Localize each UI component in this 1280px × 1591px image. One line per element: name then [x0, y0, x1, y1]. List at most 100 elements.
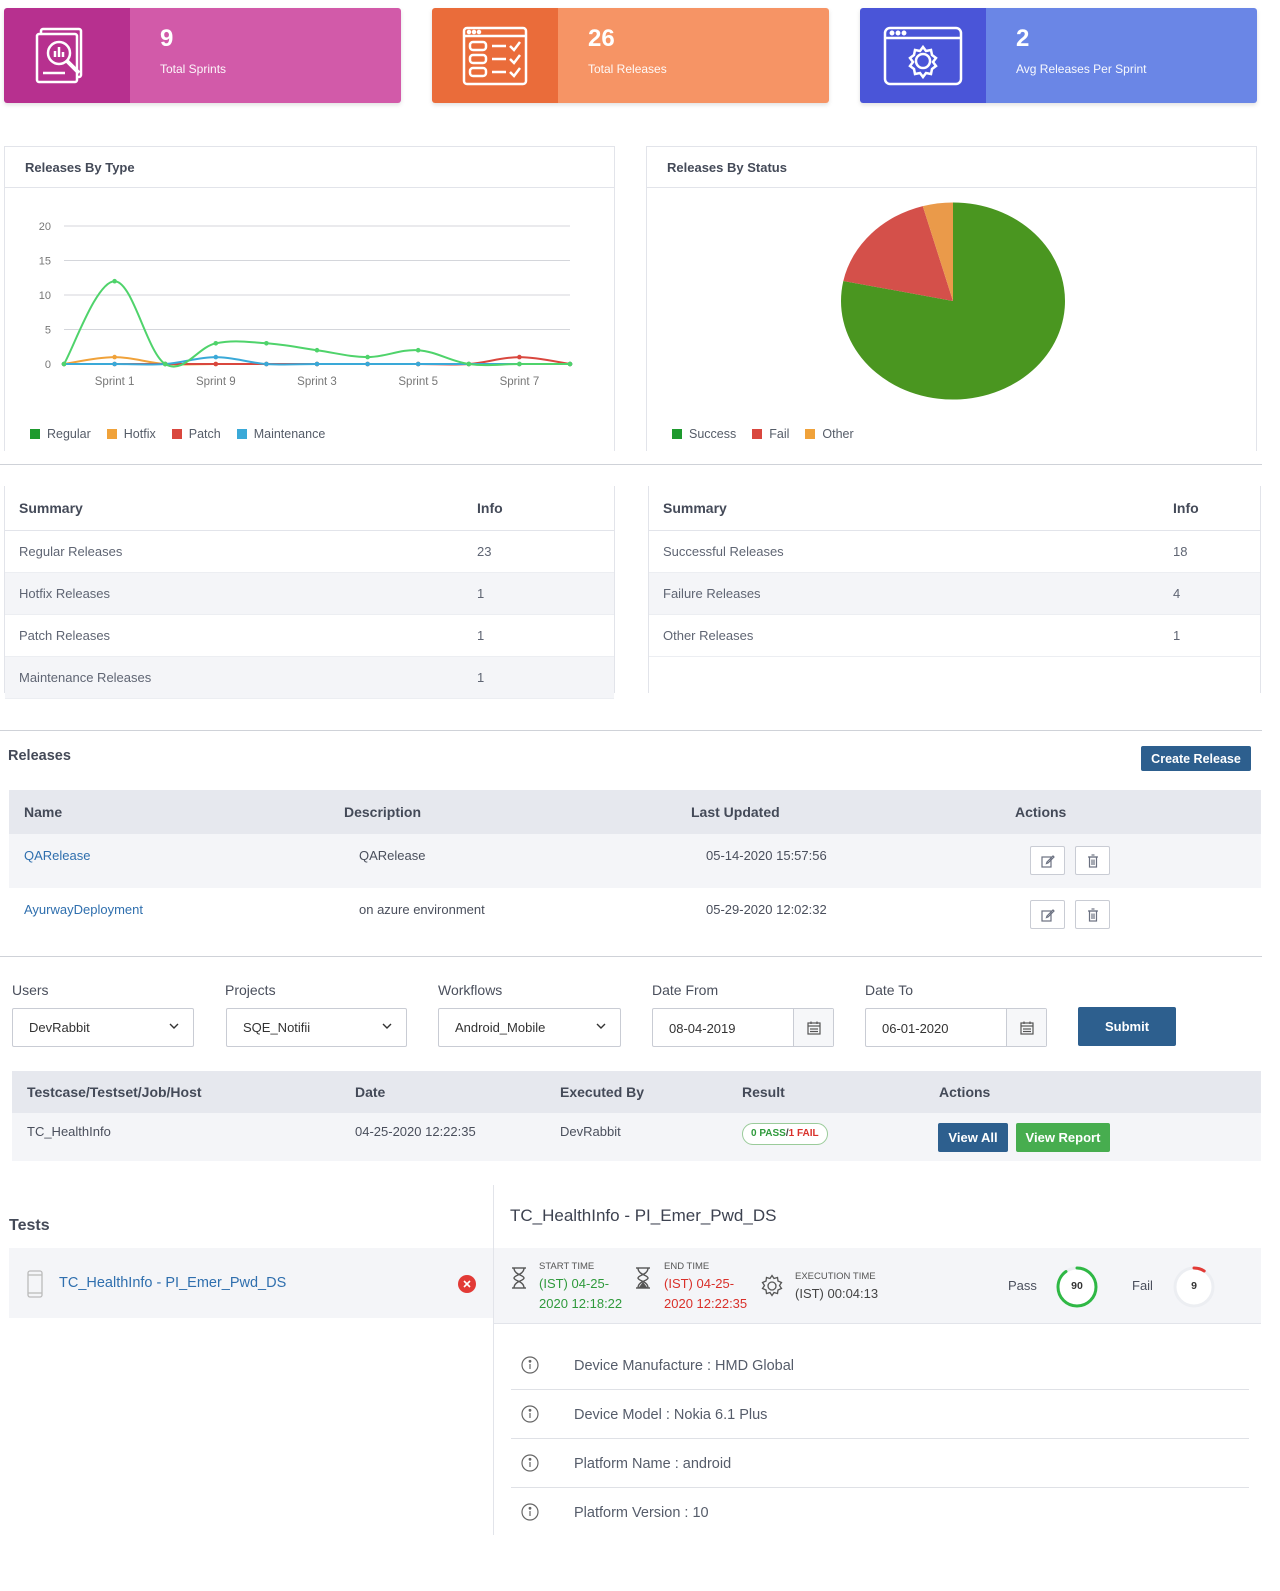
exec-table-header: Testcase/Testset/Job/Host Date Executed …: [12, 1071, 1261, 1113]
legend-item[interactable]: Hotfix: [106, 427, 156, 441]
device-model: Device Model : Nokia 6.1 Plus: [574, 1407, 768, 1423]
x-tick-label: Sprint 1: [95, 376, 135, 388]
column-header: Name: [24, 804, 63, 820]
legend-swatch: [752, 429, 763, 439]
users-label: Users: [12, 982, 49, 998]
start-time-label: START TIME: [539, 1261, 595, 1272]
device-manufacture: Device Manufacture : HMD Global: [574, 1358, 794, 1374]
info-icon: [521, 1405, 539, 1423]
create-release-button[interactable]: Create Release: [1141, 746, 1251, 771]
pass-value: 90: [1071, 1280, 1083, 1292]
browser-gear-icon: [860, 8, 986, 103]
legend-label: Regular: [47, 427, 91, 441]
legend-label: Fail: [769, 427, 790, 441]
data-point: [112, 354, 117, 360]
legend-label: Maintenance: [253, 427, 326, 441]
chevron-down-icon: [596, 1023, 606, 1029]
edit-icon: [1040, 854, 1055, 868]
delete-button[interactable]: [1075, 846, 1110, 875]
summary-label: Other Releases: [663, 628, 754, 643]
fail-ring: [1173, 1266, 1215, 1308]
info-icon: [521, 1356, 539, 1374]
result-badge: 0 PASS/1 FAIL: [742, 1123, 828, 1145]
column-header: Description: [344, 804, 422, 820]
stat-label: Avg Releases Per Sprint: [1016, 62, 1147, 76]
projects-select[interactable]: SQE_Notifii: [226, 1008, 407, 1047]
legend-swatch: [171, 429, 182, 439]
legend-label: Success: [689, 427, 737, 441]
exec-date: 04-25-2020 12:22:35: [355, 1124, 476, 1139]
date-from-field[interactable]: 08-04-2019: [652, 1008, 834, 1047]
detail-title: TC_HealthInfo - PI_Emer_Pwd_DS: [510, 1206, 777, 1225]
delete-button[interactable]: [1075, 900, 1110, 929]
divider: [0, 464, 1262, 465]
y-tick-label: 0: [45, 359, 51, 371]
pie-slice-other: [922, 202, 953, 301]
summary-label: Successful Releases: [663, 544, 784, 559]
table-row: Successful Releases 18: [649, 531, 1260, 573]
table-row: Maintenance Releases 1: [5, 657, 614, 699]
stat-text: 9 Total Sprints: [130, 8, 401, 103]
pie-slice-fail: [843, 206, 953, 301]
date-from-value: 08-04-2019: [669, 1021, 736, 1036]
releases-by-status-chart: [841, 202, 1065, 400]
legend-label: Other: [822, 427, 854, 441]
table-row: Other Releases 1: [649, 615, 1260, 657]
summary-value: 1: [477, 586, 485, 601]
edit-button[interactable]: [1030, 846, 1065, 875]
fail-count: 1 FAIL: [788, 1128, 819, 1139]
users-select[interactable]: DevRabbit: [12, 1008, 194, 1047]
view-report-button[interactable]: View Report: [1016, 1123, 1110, 1152]
legend-item[interactable]: Patch: [171, 427, 221, 441]
y-tick-label: 10: [39, 290, 51, 302]
table-header: Summary Info: [5, 486, 614, 531]
release-updated: 05-14-2020 15:57:56: [706, 848, 827, 863]
releases-table-header: Name Description Last Updated Actions: [9, 790, 1261, 834]
test-list-item[interactable]: TC_HealthInfo - PI_Emer_Pwd_DS: [9, 1248, 493, 1318]
legend-swatch: [236, 429, 247, 439]
stat-value: 2: [1016, 25, 1030, 52]
ring-progress: [1056, 1266, 1098, 1308]
users-value: DevRabbit: [29, 1020, 90, 1035]
legend-label: Hotfix: [123, 427, 156, 441]
date-to-field[interactable]: 06-01-2020: [865, 1008, 1047, 1047]
projects-value: SQE_Notifii: [243, 1020, 311, 1035]
testcase-name: TC_HealthInfo: [27, 1124, 111, 1139]
data-point: [365, 361, 370, 367]
column-header: Last Updated: [691, 804, 780, 820]
workflows-label: Workflows: [438, 982, 503, 998]
summary-value: 1: [477, 670, 485, 685]
calendar-icon[interactable]: [793, 1009, 833, 1046]
calendar-icon[interactable]: [1006, 1009, 1046, 1046]
summary-label: Regular Releases: [19, 544, 123, 559]
stat-text: 2 Avg Releases Per Sprint: [986, 8, 1257, 103]
legend-item[interactable]: Fail: [752, 427, 789, 441]
release-name-link[interactable]: AyurwayDeployment: [24, 902, 143, 917]
legend-item[interactable]: Success: [672, 427, 736, 441]
info-row: Device Manufacture : HMD Global: [511, 1341, 1249, 1390]
view-all-button[interactable]: View All: [938, 1123, 1008, 1152]
releases-rows: QARelease QARelease 05-14-2020 15:57:56 Ayu…: [9, 834, 1261, 942]
legend-item[interactable]: Regular: [30, 427, 91, 441]
submit-button[interactable]: Submit: [1078, 1007, 1176, 1046]
start-time-value: (IST) 04-25-: [539, 1276, 610, 1291]
checklist-icon: [432, 8, 558, 103]
legend-item[interactable]: Maintenance: [236, 427, 326, 441]
platform-version: Platform Version : 10: [574, 1505, 709, 1521]
data-point: [112, 278, 117, 284]
info-icon: [521, 1454, 539, 1472]
table-row: Failure Releases 4: [649, 573, 1260, 615]
workflows-select[interactable]: Android_Mobile: [438, 1008, 621, 1047]
stat-label: Total Sprints: [160, 62, 227, 76]
y-tick-label: 20: [39, 221, 51, 233]
data-point: [162, 361, 168, 367]
legend-item[interactable]: Other: [805, 427, 854, 441]
release-name-link[interactable]: QARelease: [24, 848, 91, 863]
legend-swatch: [805, 429, 816, 439]
column-header: Actions: [939, 1084, 991, 1100]
data-point: [415, 347, 421, 353]
series-line-regular: [63, 280, 570, 368]
panel-title: Releases By Type: [5, 147, 614, 188]
pass-ring: [1056, 1266, 1098, 1308]
edit-button[interactable]: [1030, 900, 1065, 929]
